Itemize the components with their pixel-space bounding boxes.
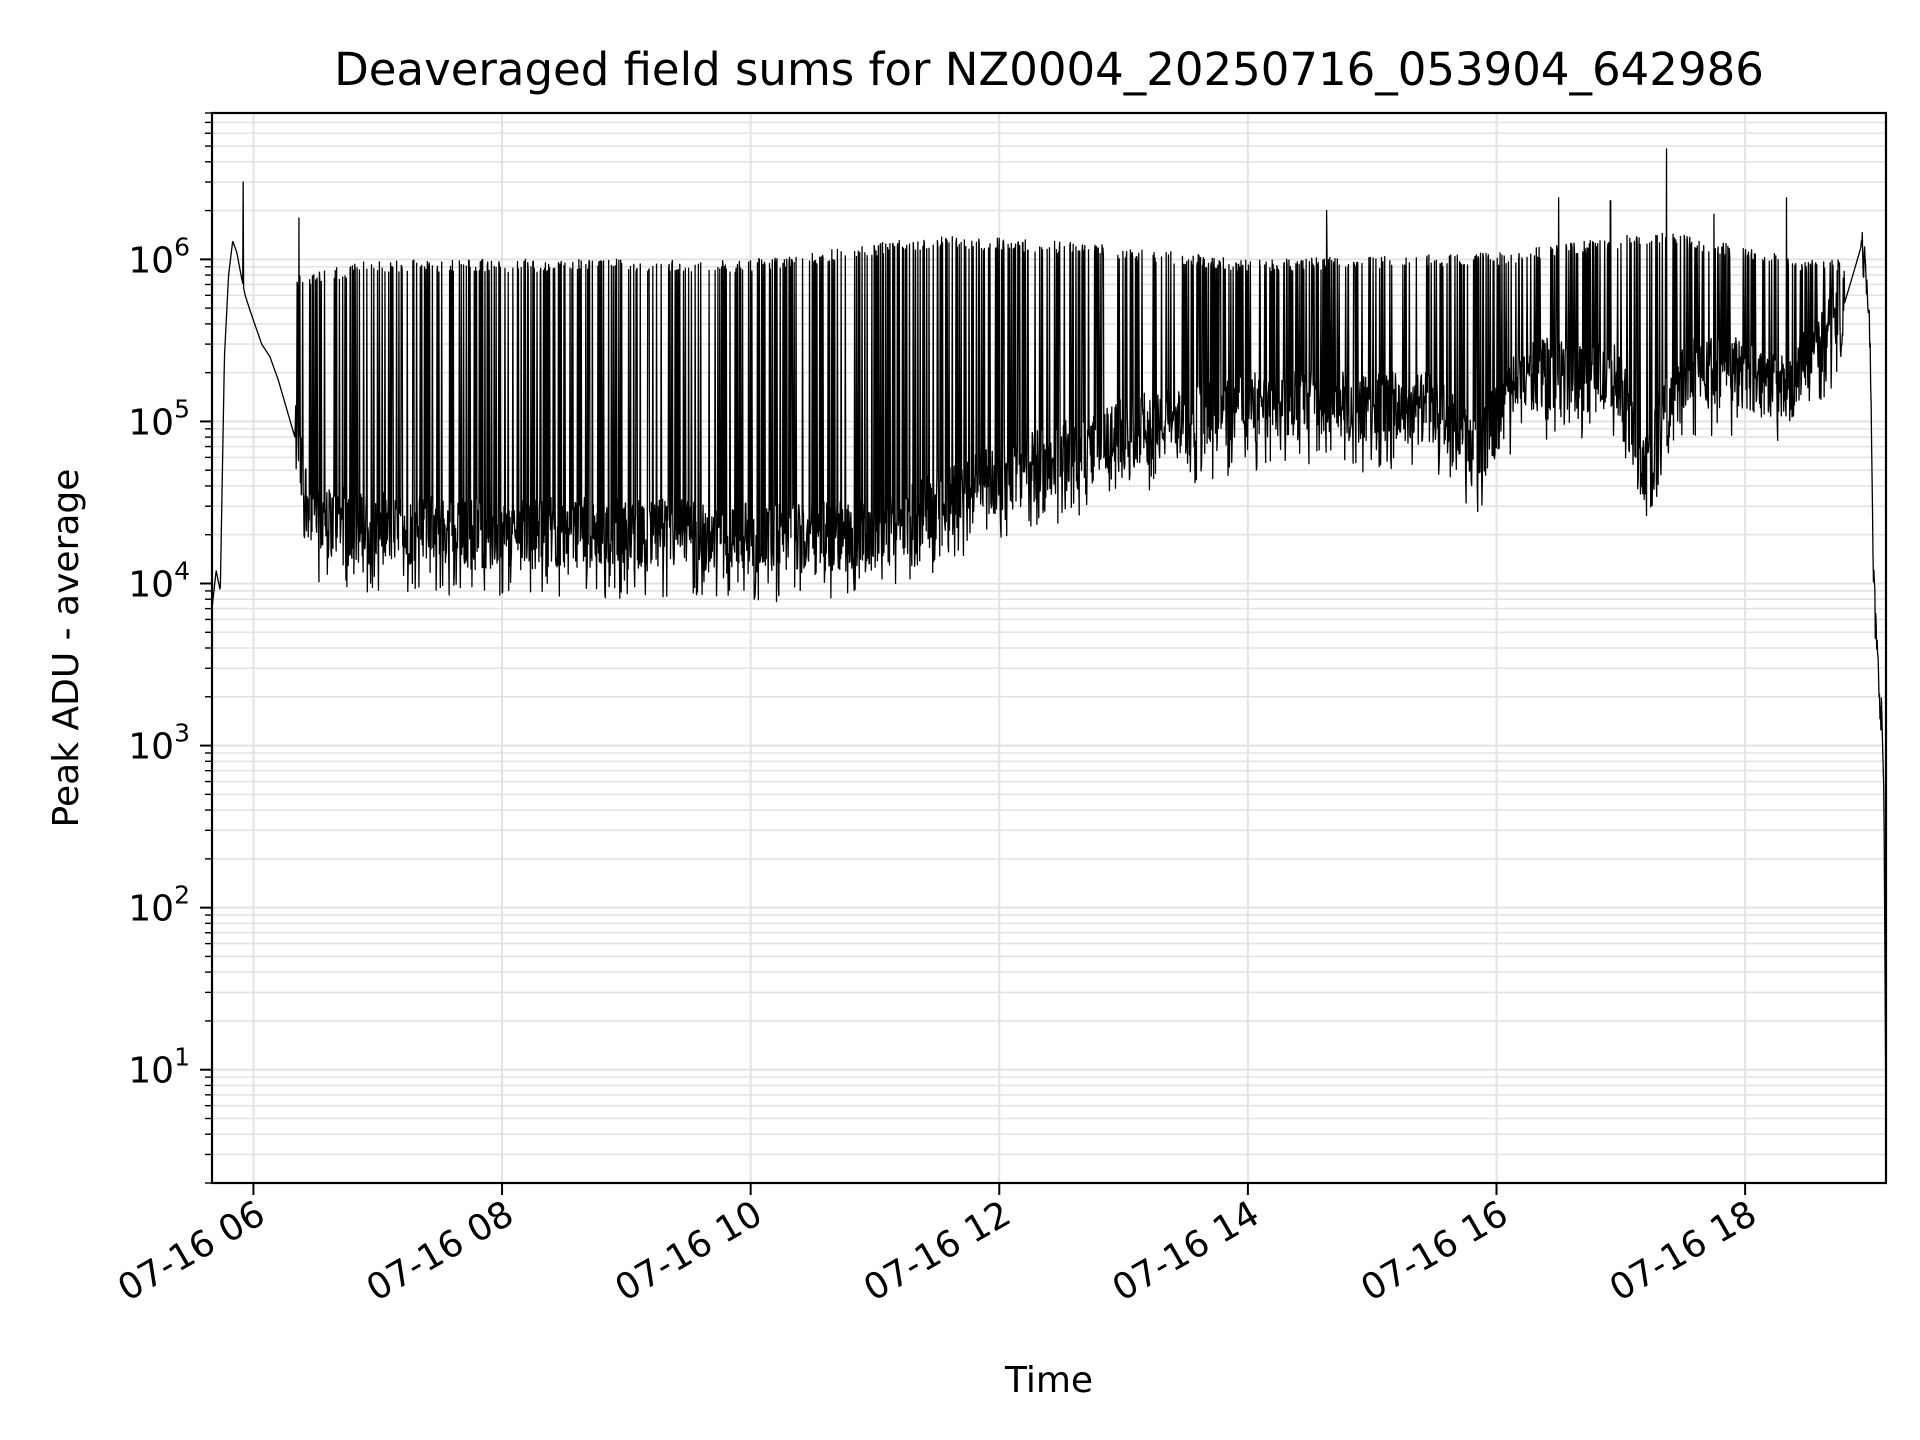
y-tick-label: 106 [128, 232, 190, 281]
x-tick-label: 07-16 08 [360, 1193, 521, 1309]
x-axis-ticks: 07-16 06 07-16 08 07-16 10 07-16 12 07-16 14… [111, 1183, 1764, 1310]
y-tick-label: 105 [128, 394, 190, 443]
x-axis-label: Time [1004, 1360, 1093, 1401]
y-axis-label: Peak ADU - average [46, 469, 87, 828]
x-tick-label: 07-16 06 [111, 1193, 272, 1309]
series-line [211, 148, 1887, 1135]
chart-title: Deaveraged field sums for NZ0004_2025071… [334, 43, 1764, 96]
x-tick-label: 07-16 12 [857, 1193, 1018, 1309]
x-tick-label: 07-16 16 [1354, 1193, 1515, 1309]
y-tick-label: 101 [128, 1043, 190, 1092]
y-tick-label: 102 [128, 881, 190, 930]
x-tick-label: 07-16 18 [1603, 1193, 1764, 1309]
y-tick-label: 104 [128, 557, 190, 606]
series-line-layer [211, 148, 1887, 1135]
x-tick-label: 07-16 14 [1106, 1193, 1267, 1309]
y-tick-label: 103 [128, 719, 190, 768]
x-tick-label: 07-16 10 [608, 1193, 769, 1309]
y-axis-ticks: 101 102 103 104 105 106 [128, 112, 212, 1184]
